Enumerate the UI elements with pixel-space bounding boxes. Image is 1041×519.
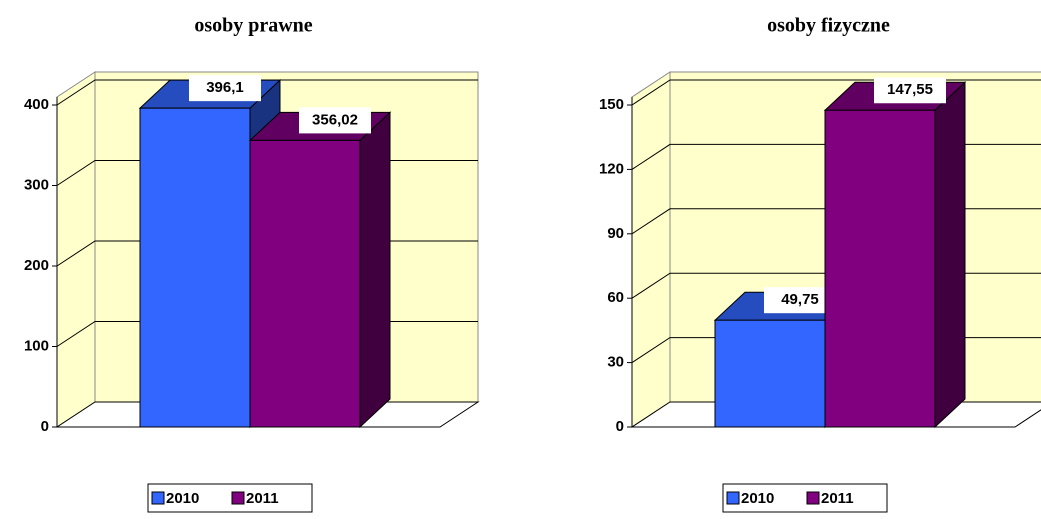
y-tick-label: 0 xyxy=(41,418,49,435)
value-label: 356,02 xyxy=(312,111,358,128)
legend-label: 2010 xyxy=(166,490,199,507)
side-wall xyxy=(631,71,671,428)
bar xyxy=(824,109,936,428)
y-tick-label: 300 xyxy=(24,176,49,193)
legend-box xyxy=(722,483,888,513)
value-label-box xyxy=(299,107,371,134)
bar-side xyxy=(934,81,966,429)
y-tick-label: 60 xyxy=(607,289,624,306)
chart-title: osoby fizyczne xyxy=(767,15,890,37)
value-label-box xyxy=(764,287,836,314)
y-tick-label: 90 xyxy=(607,225,624,242)
y-tick-label: 100 xyxy=(24,337,49,354)
bar xyxy=(714,319,826,428)
value-label: 396,1 xyxy=(206,79,244,96)
y-tick-label: 120 xyxy=(599,160,624,177)
bar-side xyxy=(359,111,391,429)
value-label-box xyxy=(189,75,261,102)
legend-swatch xyxy=(806,491,820,505)
value-label-box xyxy=(874,77,946,104)
grid-line xyxy=(56,79,478,106)
legend-swatch xyxy=(151,491,165,505)
y-tick-label: 0 xyxy=(616,418,624,435)
y-tick-label: 150 xyxy=(599,96,624,113)
y-tick-label: 30 xyxy=(607,354,624,371)
value-label: 147,55 xyxy=(887,81,933,98)
legend-swatch xyxy=(726,491,740,505)
bar xyxy=(139,107,251,428)
legend-label: 2011 xyxy=(821,490,854,507)
legend-label: 2010 xyxy=(741,490,774,507)
legend-box xyxy=(147,483,313,513)
legend-label: 2011 xyxy=(246,490,279,507)
side-wall xyxy=(56,71,96,428)
y-tick-label: 400 xyxy=(24,96,49,113)
value-label: 49,75 xyxy=(781,291,819,308)
bar xyxy=(249,139,361,428)
y-tick-label: 200 xyxy=(24,257,49,274)
chart-title: osoby prawne xyxy=(194,15,312,37)
legend-swatch xyxy=(231,491,245,505)
